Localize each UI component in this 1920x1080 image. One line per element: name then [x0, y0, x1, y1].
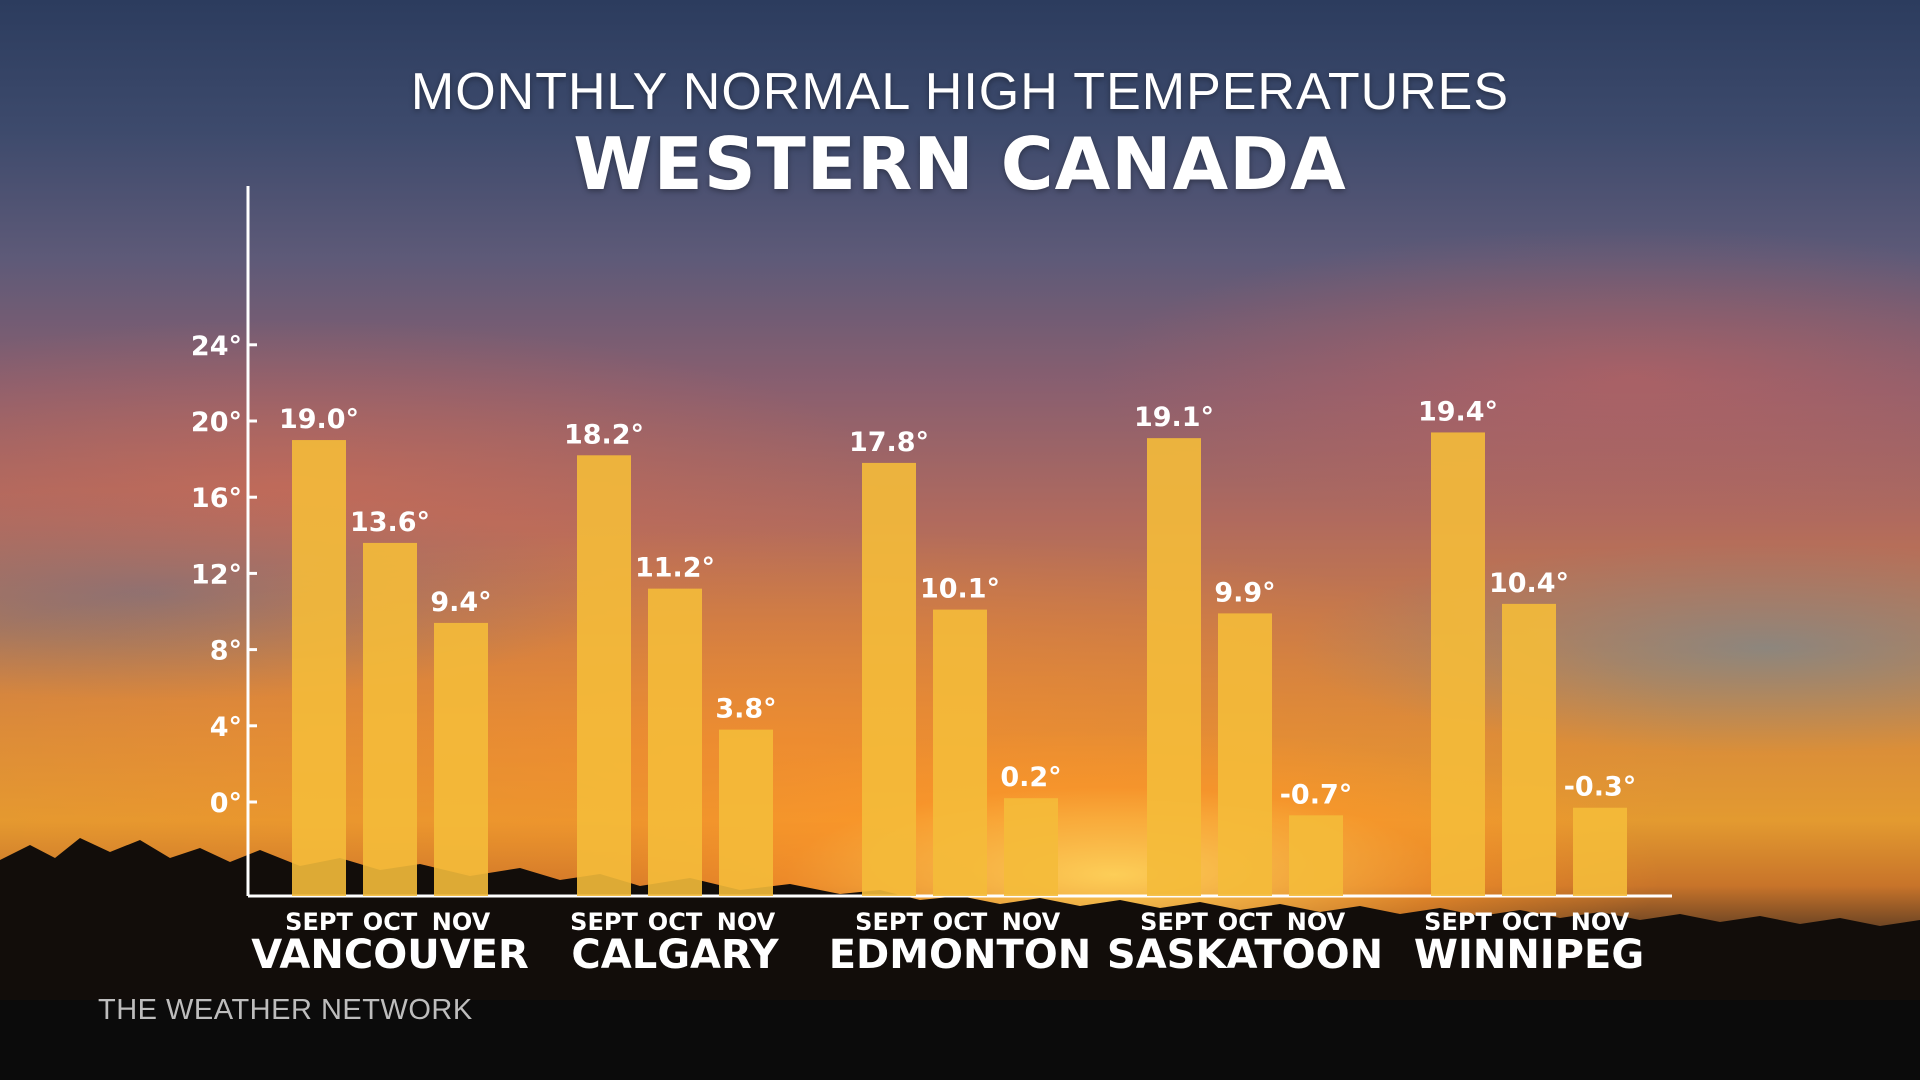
- month-label: SEPT: [1140, 908, 1208, 936]
- bar-value-label: 17.8°: [849, 427, 929, 458]
- month-label: OCT: [1218, 908, 1273, 936]
- bar: [1218, 613, 1272, 896]
- bar-value-label: 13.6°: [350, 507, 430, 538]
- y-tick-label: 12°: [191, 559, 242, 590]
- bar: [1289, 815, 1343, 896]
- bar: [1147, 438, 1201, 896]
- bar-value-label: 0.2°: [1000, 762, 1061, 793]
- network-watermark: THE WEATHER NETWORK: [98, 994, 473, 1026]
- bar-value-label: 10.4°: [1489, 568, 1569, 599]
- city-label: SASKATOON: [1107, 932, 1383, 978]
- month-label: SEPT: [1424, 908, 1492, 936]
- y-tick-label: 4°: [210, 712, 242, 743]
- month-label: NOV: [432, 908, 491, 936]
- bar-value-label: 3.8°: [715, 694, 776, 725]
- month-label: NOV: [1571, 908, 1630, 936]
- city-label: EDMONTON: [829, 932, 1092, 978]
- y-tick-label: 20°: [191, 407, 242, 438]
- y-tick-label: 24°: [191, 331, 242, 362]
- bar: [363, 542, 417, 896]
- month-label: SEPT: [570, 908, 638, 936]
- chart-title: MONTHLY NORMAL HIGH TEMPERATURES: [410, 63, 1510, 121]
- bar: [292, 440, 346, 896]
- bar-value-label: -0.7°: [1280, 779, 1353, 810]
- month-label: NOV: [1002, 908, 1061, 936]
- month-label: SEPT: [285, 908, 353, 936]
- month-label: OCT: [1502, 908, 1557, 936]
- y-tick-label: 16°: [191, 483, 242, 514]
- city-label: CALGARY: [571, 932, 779, 978]
- month-label: NOV: [717, 908, 776, 936]
- bar: [862, 462, 916, 896]
- bar-value-label: 9.4°: [430, 587, 491, 618]
- bar-value-label: 9.9°: [1214, 577, 1275, 608]
- treeline-silhouette: [0, 838, 1920, 1080]
- month-label: NOV: [1287, 908, 1346, 936]
- bar: [434, 622, 488, 896]
- month-label: OCT: [933, 908, 988, 936]
- bar: [719, 729, 773, 896]
- city-label: WINNIPEG: [1414, 932, 1644, 978]
- bar: [577, 455, 631, 896]
- bar-value-label: 19.4°: [1418, 396, 1498, 427]
- bar: [1004, 798, 1058, 896]
- bar: [1431, 432, 1485, 896]
- bar-value-label: 11.2°: [635, 553, 715, 584]
- bar-value-label: 19.1°: [1134, 402, 1214, 433]
- y-tick-label: 8°: [210, 636, 242, 667]
- chart-subtitle: WESTERN CANADA: [573, 122, 1347, 206]
- bar: [648, 588, 702, 896]
- bar: [1573, 807, 1627, 896]
- bar: [1502, 603, 1556, 896]
- month-label: OCT: [363, 908, 418, 936]
- bar-value-label: 19.0°: [279, 404, 359, 435]
- month-label: OCT: [648, 908, 703, 936]
- bar-value-label: 18.2°: [564, 419, 644, 450]
- city-label: VANCOUVER: [251, 932, 529, 978]
- month-label: SEPT: [855, 908, 923, 936]
- bar-value-label: 10.1°: [920, 574, 1000, 605]
- bar-value-label: -0.3°: [1564, 772, 1637, 803]
- y-tick-label: 0°: [210, 788, 242, 819]
- bar: [933, 609, 987, 896]
